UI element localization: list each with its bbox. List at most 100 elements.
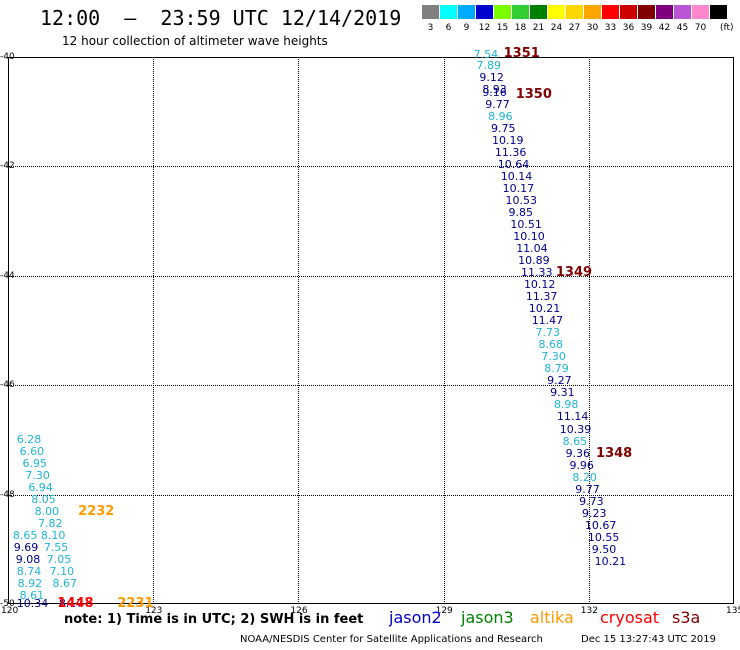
wave-height-value: 11.47 <box>531 314 564 328</box>
lon-tick-label: 132 <box>580 606 598 616</box>
wave-height-value: 9.69 <box>13 541 39 555</box>
page-subtitle: 12 hour collection of altimeter wave hei… <box>62 34 328 48</box>
wave-height-value: 9.31 <box>550 386 575 400</box>
wave-height-value: 10.17 <box>502 181 535 195</box>
satellite-name: jason3 <box>461 608 514 627</box>
wave-height-value: 7.30 <box>541 350 566 364</box>
satellite-name: s3a <box>672 608 701 627</box>
wave-height-value: 9.23 <box>582 506 607 520</box>
legend-swatch <box>440 5 457 19</box>
wave-height-value: 10.34 <box>16 597 49 610</box>
map-frame <box>8 57 734 604</box>
lat-tick-label: -40 <box>0 52 15 62</box>
wave-height-value: 8.74 <box>16 565 42 579</box>
legend-label: 42 <box>658 23 671 33</box>
legend-swatch <box>494 5 511 19</box>
pass-time-label: 1348 <box>596 445 633 461</box>
satellite-name: altika <box>530 608 574 627</box>
lat-gridline <box>8 494 734 496</box>
wave-height-value: 8.67 <box>52 577 78 591</box>
wave-height-value: 10.55 <box>587 530 620 544</box>
wave-height-value: 8.68 <box>538 338 563 352</box>
lon-tick-label: 126 <box>290 606 308 616</box>
lon-gridline <box>298 57 300 604</box>
wave-height-value: 8.98 <box>553 398 579 412</box>
wave-height-value: 9.73 <box>579 494 604 508</box>
legend-swatch <box>566 5 583 19</box>
wave-height-value: 7.55 <box>43 541 69 555</box>
legend-swatch <box>512 5 529 19</box>
wave-height-value: 10.53 <box>505 193 538 207</box>
pass-time-label: 2231 <box>117 596 154 611</box>
lat-tick-label: -50 <box>0 599 15 609</box>
legend-swatch <box>458 5 475 19</box>
wave-height-value: 9.77 <box>575 482 600 496</box>
wave-height-value: 8.96 <box>488 109 513 123</box>
lat-tick-label: -48 <box>0 489 15 500</box>
lon-tick-label: 135 <box>726 606 740 616</box>
legend-label: 12 <box>478 23 491 33</box>
wave-height-value: 10.10 <box>513 229 545 243</box>
wave-height-value: 7.10 <box>49 565 75 579</box>
legend-label: 70 <box>694 23 707 33</box>
pass-time-label: 1351 <box>503 46 540 62</box>
wave-height-value: 9.08 <box>15 553 41 567</box>
wave-height-value: 11.04 <box>516 241 548 255</box>
legend-unit: (ft) <box>720 23 734 33</box>
legend-label: 6 <box>445 23 452 33</box>
legend-swatch <box>602 5 619 19</box>
wave-height-value: 6.28 <box>16 432 42 446</box>
legend-label: 15 <box>496 23 509 33</box>
lat-tick-label: -46 <box>0 380 15 391</box>
lat-tick-label: -44 <box>0 270 15 281</box>
wave-height-value: 10.64 <box>497 157 530 171</box>
wave-height-value: 9.12 <box>479 71 504 85</box>
wave-height-value: 8.65 <box>562 434 588 448</box>
wave-height-value: 8.65 <box>12 529 38 543</box>
lat-gridline <box>8 166 734 168</box>
legend-swatch <box>422 5 439 19</box>
legend-label: 39 <box>640 23 653 33</box>
wave-height-value: 8.93 <box>482 83 507 97</box>
generated-timestamp: Dec 15 13:27:43 UTC 2019 <box>581 634 716 645</box>
legend-label: 45 <box>676 23 689 33</box>
wave-height-value: 10.14 <box>500 169 533 183</box>
wave-height-value: 10.21 <box>528 302 561 316</box>
legend-swatch <box>656 5 673 19</box>
wave-height-value: 6.94 <box>28 481 53 495</box>
wave-height-value: 8.17 <box>58 597 84 610</box>
wave-height-value: 8.05 <box>31 493 56 507</box>
wave-height-value: 9.75 <box>491 121 516 135</box>
wave-height-value: 8.00 <box>34 505 60 519</box>
legend-swatch <box>584 5 601 19</box>
wave-height-value: 9.96 <box>569 458 594 472</box>
wave-height-value: 9.85 <box>508 205 533 219</box>
wave-height-value: 10.19 <box>492 133 524 147</box>
wave-height-value: 8.10 <box>40 529 66 543</box>
wave-height-value: 6.95 <box>22 456 48 470</box>
legend-label: 33 <box>604 23 617 33</box>
wave-height-value: 9.50 <box>591 542 617 556</box>
legend-swatch <box>620 5 637 19</box>
legend-swatch <box>638 5 655 19</box>
wave-height-value: 11.36 <box>494 145 527 159</box>
legend-label: 36 <box>622 23 635 33</box>
wave-height-value: 9.27 <box>547 374 572 388</box>
page-title: 12:00 – 23:59 UTC 12/14/2019 <box>40 6 402 30</box>
wave-height-value: 7.05 <box>46 553 72 567</box>
legend-label: 30 <box>586 23 599 33</box>
wave-height-value: 7.73 <box>535 326 561 340</box>
wave-height-value: 10.89 <box>518 254 550 268</box>
satellite-name: cryosat <box>600 608 660 627</box>
wave-height-value: 9.36 <box>565 446 591 460</box>
wave-height-value: 11.33 <box>521 266 553 280</box>
wave-height-value: 10.67 <box>584 518 617 532</box>
legend-swatch <box>692 5 709 19</box>
lon-tick-label: 120 <box>1 606 19 616</box>
units-note: note: 1) Time is in UTC; 2) SWH is in fe… <box>64 612 364 627</box>
legend-swatch <box>548 5 565 19</box>
lat-tick-label: -42 <box>0 161 15 172</box>
wave-height-value: 9.16 <box>482 85 507 99</box>
legend-label: 9 <box>463 23 470 33</box>
